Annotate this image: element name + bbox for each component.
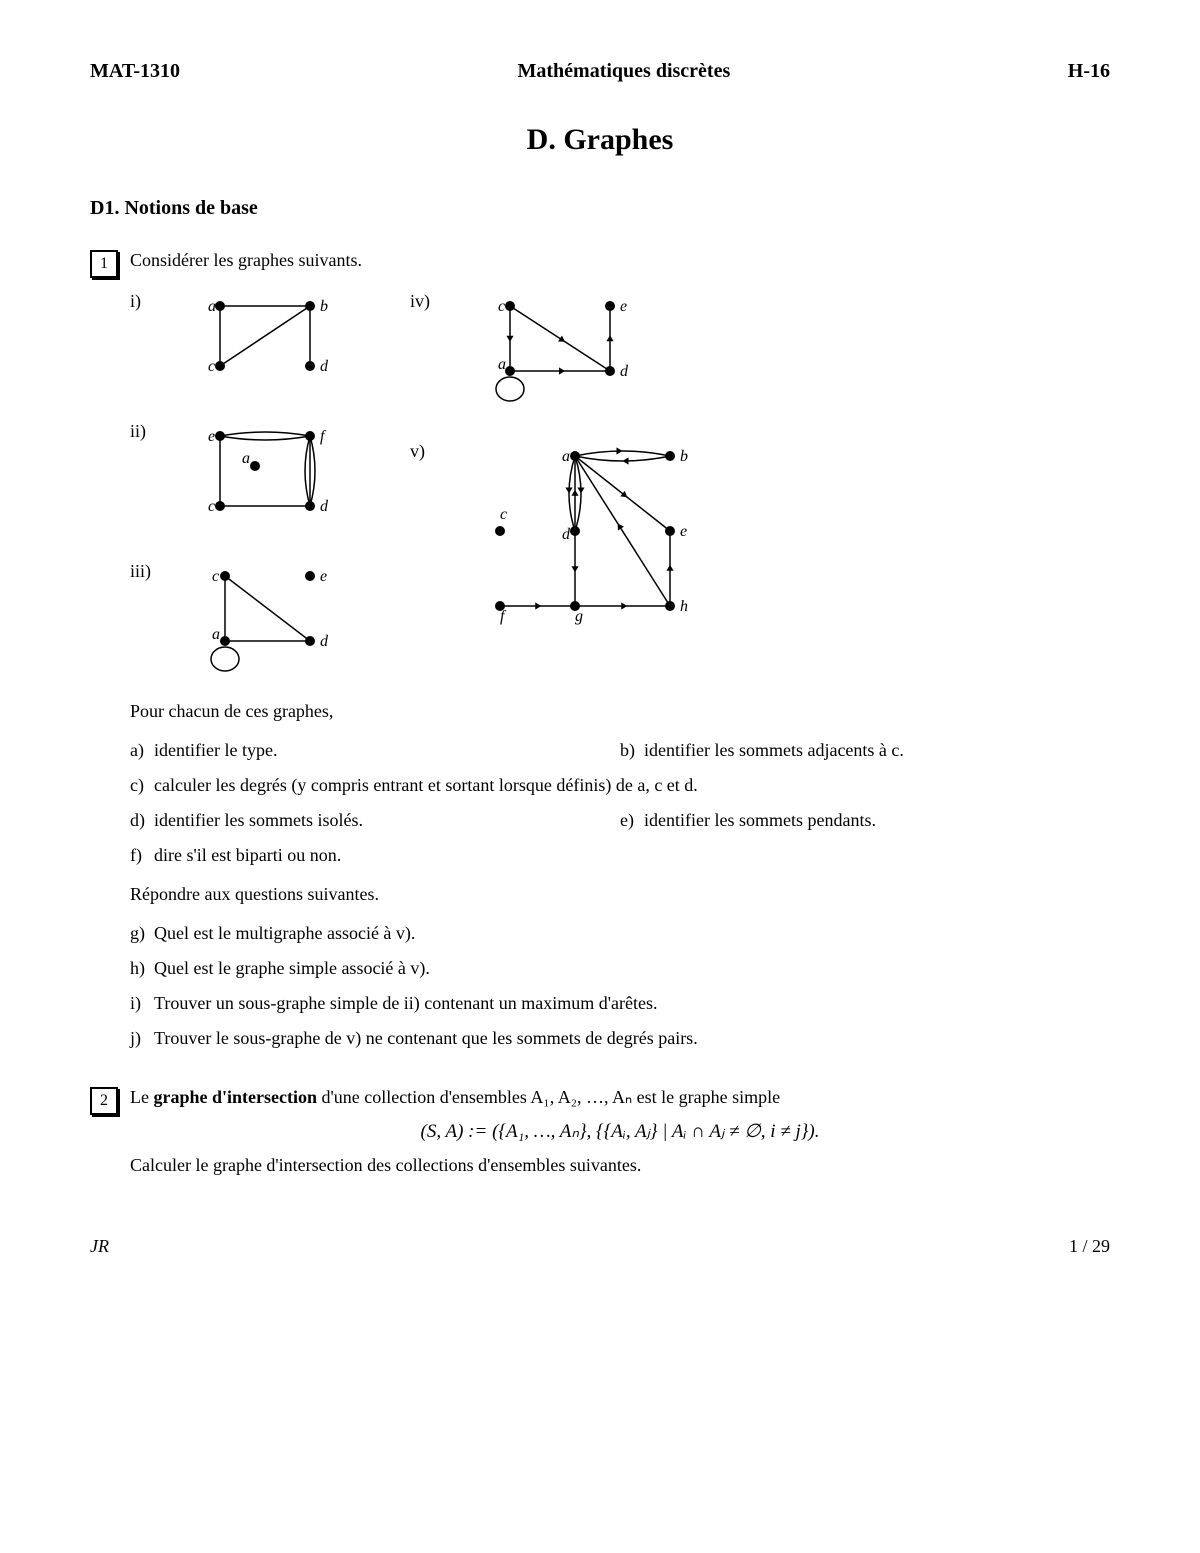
svg-text:d: d [320,498,329,515]
q-h: h)Quel est le graphe simple associé à v)… [130,958,430,979]
q-a: a)identifier le type. [130,740,620,761]
problem-2-line2: Calculer le graphe d'intersection des co… [130,1155,1110,1176]
header-right: H-16 [1068,60,1110,83]
q-e: e)identifier les sommets pendants. [620,810,1110,831]
graph-iv: iv) c e a d [410,291,700,411]
footer-left: JR [90,1236,109,1257]
svg-text:h: h [680,598,688,615]
graph-v-label: v) [410,441,450,462]
q-b: b)identifier les sommets adjacents à c. [620,740,1110,761]
svg-text:d: d [320,633,329,650]
q-c: c)calculer les degrés (y compris entrant… [130,775,698,796]
q-f: f)dire s'il est biparti ou non. [130,845,341,866]
graphs-container: i) a b c d ii) e f a c d iii) c e a d iv) c e a d [130,291,1110,681]
svg-text:b: b [320,298,328,315]
graph-i-label: i) [130,291,170,312]
graph-ii: ii) e f a c d [130,421,350,531]
graphs-right-col: iv) c e a d v) a b c d e f g h [410,291,700,681]
svg-text:b: b [680,448,688,465]
problem-2-formula: (S, A) := ({A₁, …, Aₙ}, {{Aᵢ, Aⱼ} | Aᵢ ∩… [130,1120,1110,1143]
svg-text:d: d [620,363,629,380]
graph-i-svg: a b c d [200,291,350,391]
svg-text:g: g [575,608,583,625]
graph-iii-label: iii) [130,561,170,582]
graph-ii-svg: e f a c d [200,421,350,531]
q-g: g)Quel est le multigraphe associé à v). [130,923,415,944]
svg-text:e: e [208,428,215,445]
svg-text:d: d [562,526,571,543]
svg-text:a: a [208,298,216,315]
problem-1: 1 Considérer les graphes suivants. i) a b… [90,250,1110,1067]
section-title: D. Graphes [90,123,1110,157]
svg-text:a: a [562,448,570,465]
problem-1-body: Considérer les graphes suivants. i) a b c d… [130,250,1110,1067]
problem-2-line1: Le graphe d'intersection d'une collectio… [130,1087,1110,1108]
graph-ii-label: ii) [130,421,170,442]
graph-iii-svg: c e a d [200,561,350,681]
problem-1-midtext: Pour chacun de ces graphes, [130,701,1110,722]
svg-text:c: c [500,506,507,523]
svg-text:e: e [320,568,327,585]
svg-text:c: c [498,298,505,315]
page-footer: JR 1 / 29 [90,1236,1110,1257]
subsection-title: D1. Notions de base [90,197,1110,220]
problem-number-box: 2 [90,1087,118,1115]
graph-iv-label: iv) [410,291,450,312]
svg-text:f: f [320,428,327,445]
svg-text:c: c [212,568,219,585]
graph-v-svg: a b c d e f g h [480,441,700,636]
problem-2-body: Le graphe d'intersection d'une collectio… [130,1087,1110,1176]
footer-right: 1 / 29 [1069,1236,1110,1257]
svg-text:e: e [680,523,687,540]
q-i: i)Trouver un sous-graphe simple de ii) c… [130,993,657,1014]
graphs-left-col: i) a b c d ii) e f a c d iii) c e a d [130,291,350,681]
svg-text:a: a [212,626,220,643]
header-center: Mathématiques discrètes [518,60,731,83]
question-list-1: a)identifier le type. b)identifier les s… [130,740,1110,866]
svg-text:c: c [208,498,215,515]
problem-1-midtext2: Répondre aux questions suivantes. [130,884,1110,905]
problem-2: 2 Le graphe d'intersection d'une collect… [90,1087,1110,1176]
graph-iii: iii) c e a d [130,561,350,681]
graph-iv-svg: c e a d [480,291,650,411]
problem-1-intro: Considérer les graphes suivants. [130,250,1110,271]
svg-text:e: e [620,298,627,315]
page-header: MAT-1310 Mathématiques discrètes H-16 [90,60,1110,83]
svg-text:d: d [320,358,329,375]
graph-v: v) a b c d e f g h [410,441,700,636]
problem-number-box: 1 [90,250,118,278]
graph-i: i) a b c d [130,291,350,391]
svg-text:c: c [208,358,215,375]
q-j: j)Trouver le sous-graphe de v) ne conten… [130,1028,698,1049]
question-list-2: g)Quel est le multigraphe associé à v). … [130,923,1110,1049]
svg-text:a: a [242,450,250,467]
svg-text:a: a [498,356,506,373]
q-d: d)identifier les sommets isolés. [130,810,620,831]
svg-text:f: f [500,608,507,625]
header-left: MAT-1310 [90,60,180,83]
